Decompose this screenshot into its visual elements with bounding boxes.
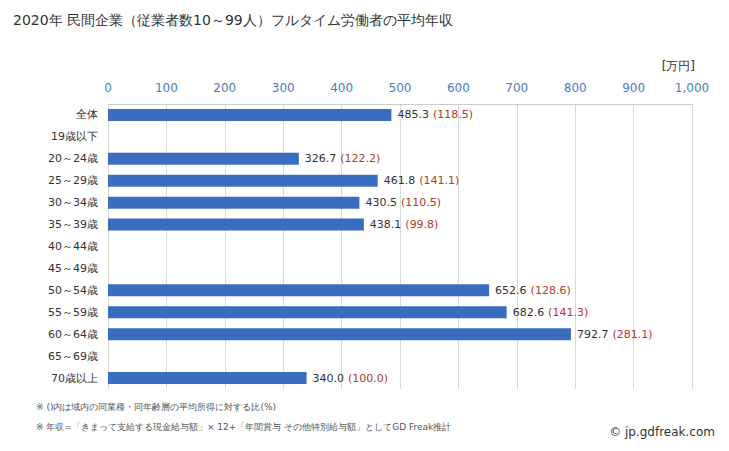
svg-text:300: 300 xyxy=(272,81,295,95)
svg-text:70歳以上: 70歳以上 xyxy=(51,372,98,385)
svg-text:※ ()内は域内の同業種・同年齢層の平均所得に対する比(%): ※ ()内は域内の同業種・同年齢層の平均所得に対する比(%) xyxy=(36,402,276,412)
svg-text:(99.8): (99.8) xyxy=(405,218,438,231)
svg-text:全体: 全体 xyxy=(76,108,98,121)
svg-text:(110.5): (110.5) xyxy=(401,196,441,209)
svg-text:900: 900 xyxy=(622,81,645,95)
svg-text:55～59歳: 55～59歳 xyxy=(48,306,98,319)
svg-text:45～49歳: 45～49歳 xyxy=(48,262,98,275)
svg-text:652.6: 652.6 xyxy=(495,284,527,297)
svg-text:(100.0): (100.0) xyxy=(348,372,388,385)
svg-text:25～29歳: 25～29歳 xyxy=(48,174,98,187)
svg-text:65～69歳: 65～69歳 xyxy=(48,350,98,363)
svg-text:430.5: 430.5 xyxy=(365,196,397,209)
svg-text:[万円]: [万円] xyxy=(662,59,695,73)
svg-text:(141.1): (141.1) xyxy=(419,174,459,187)
svg-text:(128.6): (128.6) xyxy=(531,284,571,297)
svg-text:461.8: 461.8 xyxy=(384,174,416,187)
svg-text:30～34歳: 30～34歳 xyxy=(48,196,98,209)
svg-text:40～44歳: 40～44歳 xyxy=(48,240,98,253)
svg-text:1,000: 1,000 xyxy=(675,81,709,95)
svg-text:(122.2): (122.2) xyxy=(340,152,380,165)
svg-text:600: 600 xyxy=(447,81,470,95)
svg-text:※ 年収=「きまって支給する現金給与額」× 12+「年間賞与: ※ 年収=「きまって支給する現金給与額」× 12+「年間賞与 その他特別給与額」… xyxy=(36,422,451,432)
svg-text:20～24歳: 20～24歳 xyxy=(48,152,98,165)
svg-text:800: 800 xyxy=(564,81,587,95)
svg-text:485.3: 485.3 xyxy=(397,108,429,121)
svg-text:500: 500 xyxy=(389,81,412,95)
svg-text:60～64歳: 60～64歳 xyxy=(48,328,98,341)
svg-text:438.1: 438.1 xyxy=(370,218,402,231)
svg-text:792.7: 792.7 xyxy=(577,328,609,341)
svg-text:© jp.gdfreak.com: © jp.gdfreak.com xyxy=(609,425,715,439)
svg-text:2020年 民間企業（従業者数10～99人）フルタイム労働者: 2020年 民間企業（従業者数10～99人）フルタイム労働者の平均年収 xyxy=(13,12,453,28)
svg-text:340.0: 340.0 xyxy=(313,372,345,385)
svg-text:(141.3): (141.3) xyxy=(548,306,588,319)
svg-text:400: 400 xyxy=(330,81,353,95)
svg-text:35～39歳: 35～39歳 xyxy=(48,218,98,231)
svg-text:50～54歳: 50～54歳 xyxy=(48,284,98,297)
svg-text:682.6: 682.6 xyxy=(513,306,545,319)
svg-text:326.7: 326.7 xyxy=(305,152,337,165)
svg-text:200: 200 xyxy=(213,81,236,95)
svg-text:0: 0 xyxy=(104,81,112,95)
svg-text:19歳以下: 19歳以下 xyxy=(51,130,98,143)
svg-text:(281.1): (281.1) xyxy=(612,328,652,341)
svg-text:700: 700 xyxy=(505,81,528,95)
svg-text:(118.5): (118.5) xyxy=(433,108,473,121)
svg-text:100: 100 xyxy=(155,81,178,95)
